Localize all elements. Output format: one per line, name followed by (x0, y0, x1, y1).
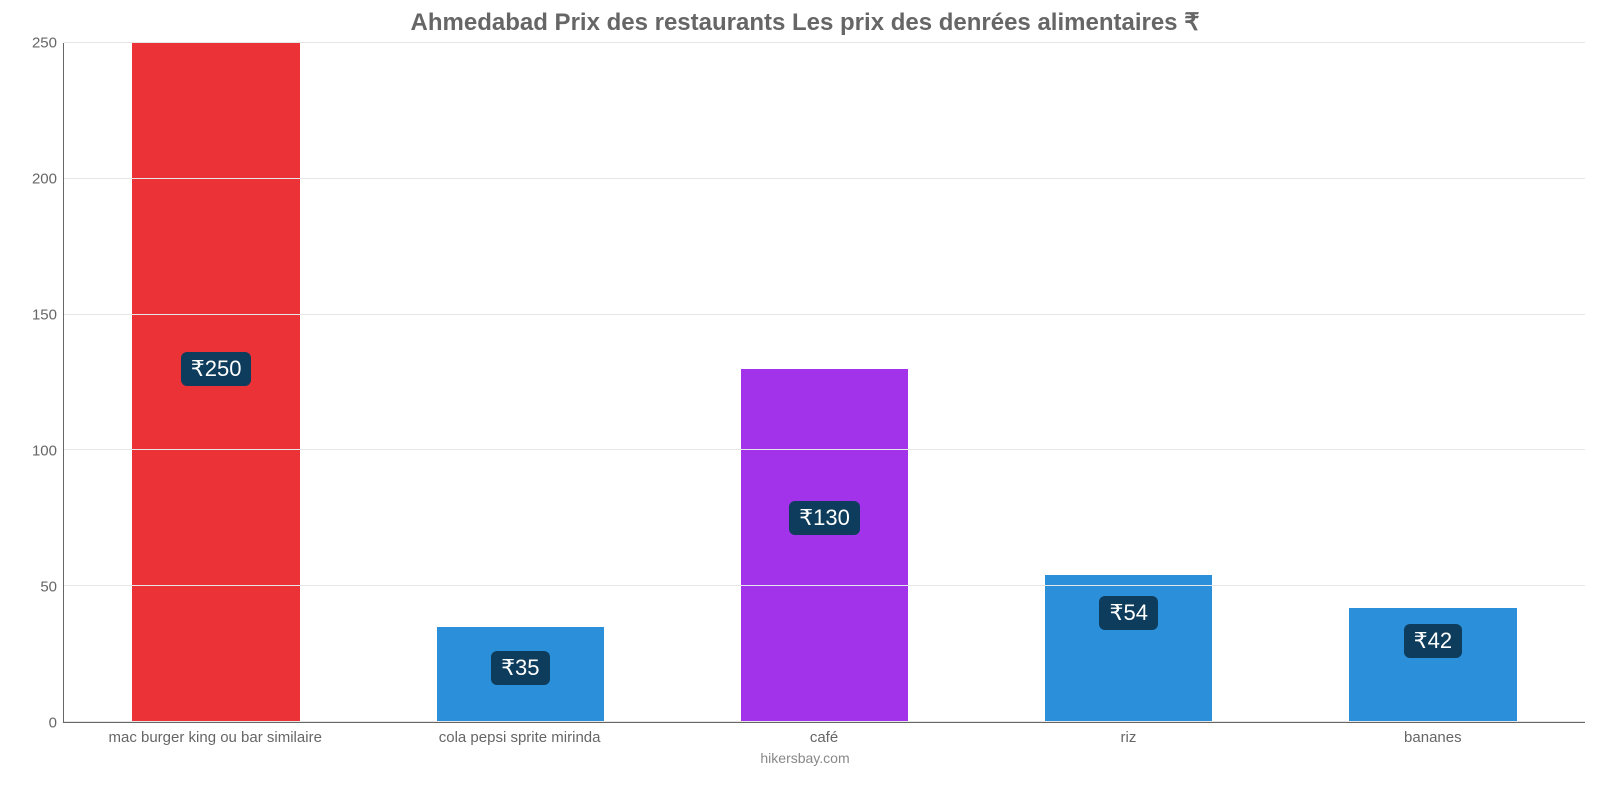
bar-slot: ₹54 (977, 43, 1281, 722)
gridline (64, 449, 1585, 450)
value-badge: ₹42 (1404, 624, 1462, 658)
plot-area: ₹250 ₹35 ₹130 ₹54 ₹42 (63, 43, 1585, 723)
chart-footer: hikersbay.com (25, 750, 1585, 766)
price-bar-chart: Ahmedabad Prix des restaurants Les prix … (25, 8, 1585, 778)
gridline (64, 585, 1585, 586)
y-axis: 050100150200250 (25, 43, 63, 723)
x-tick-label: cola pepsi sprite mirinda (367, 723, 671, 746)
bar (741, 369, 908, 722)
y-tick-label: 200 (32, 171, 57, 188)
x-tick-label: bananes (1281, 723, 1585, 746)
gridline (64, 721, 1585, 722)
x-tick-label: mac burger king ou bar similaire (63, 723, 367, 746)
value-badge: ₹130 (789, 501, 860, 535)
bar-slot: ₹250 (64, 43, 368, 722)
y-tick-label: 250 (32, 35, 57, 52)
y-tick-label: 150 (32, 307, 57, 324)
gridline (64, 314, 1585, 315)
value-badge: ₹250 (181, 352, 252, 386)
plot-outer: 050100150200250 ₹250₹35₹130₹54₹42 (25, 43, 1585, 723)
bars-container: ₹250 ₹35 ₹130 ₹54 ₹42 (64, 43, 1585, 722)
value-badge: ₹54 (1099, 596, 1157, 630)
gridline (64, 42, 1585, 43)
x-tick-label: café (672, 723, 976, 746)
x-axis: mac burger king ou bar similairecola pep… (63, 723, 1585, 746)
gridline (64, 178, 1585, 179)
x-tick-label: riz (976, 723, 1280, 746)
bar-slot: ₹35 (368, 43, 672, 722)
y-tick-label: 0 (49, 715, 57, 732)
y-tick-label: 50 (40, 579, 57, 596)
bar-slot: ₹130 (672, 43, 976, 722)
bar-slot: ₹42 (1281, 43, 1585, 722)
value-badge: ₹35 (491, 651, 549, 685)
y-tick-label: 100 (32, 443, 57, 460)
chart-title: Ahmedabad Prix des restaurants Les prix … (25, 8, 1585, 37)
